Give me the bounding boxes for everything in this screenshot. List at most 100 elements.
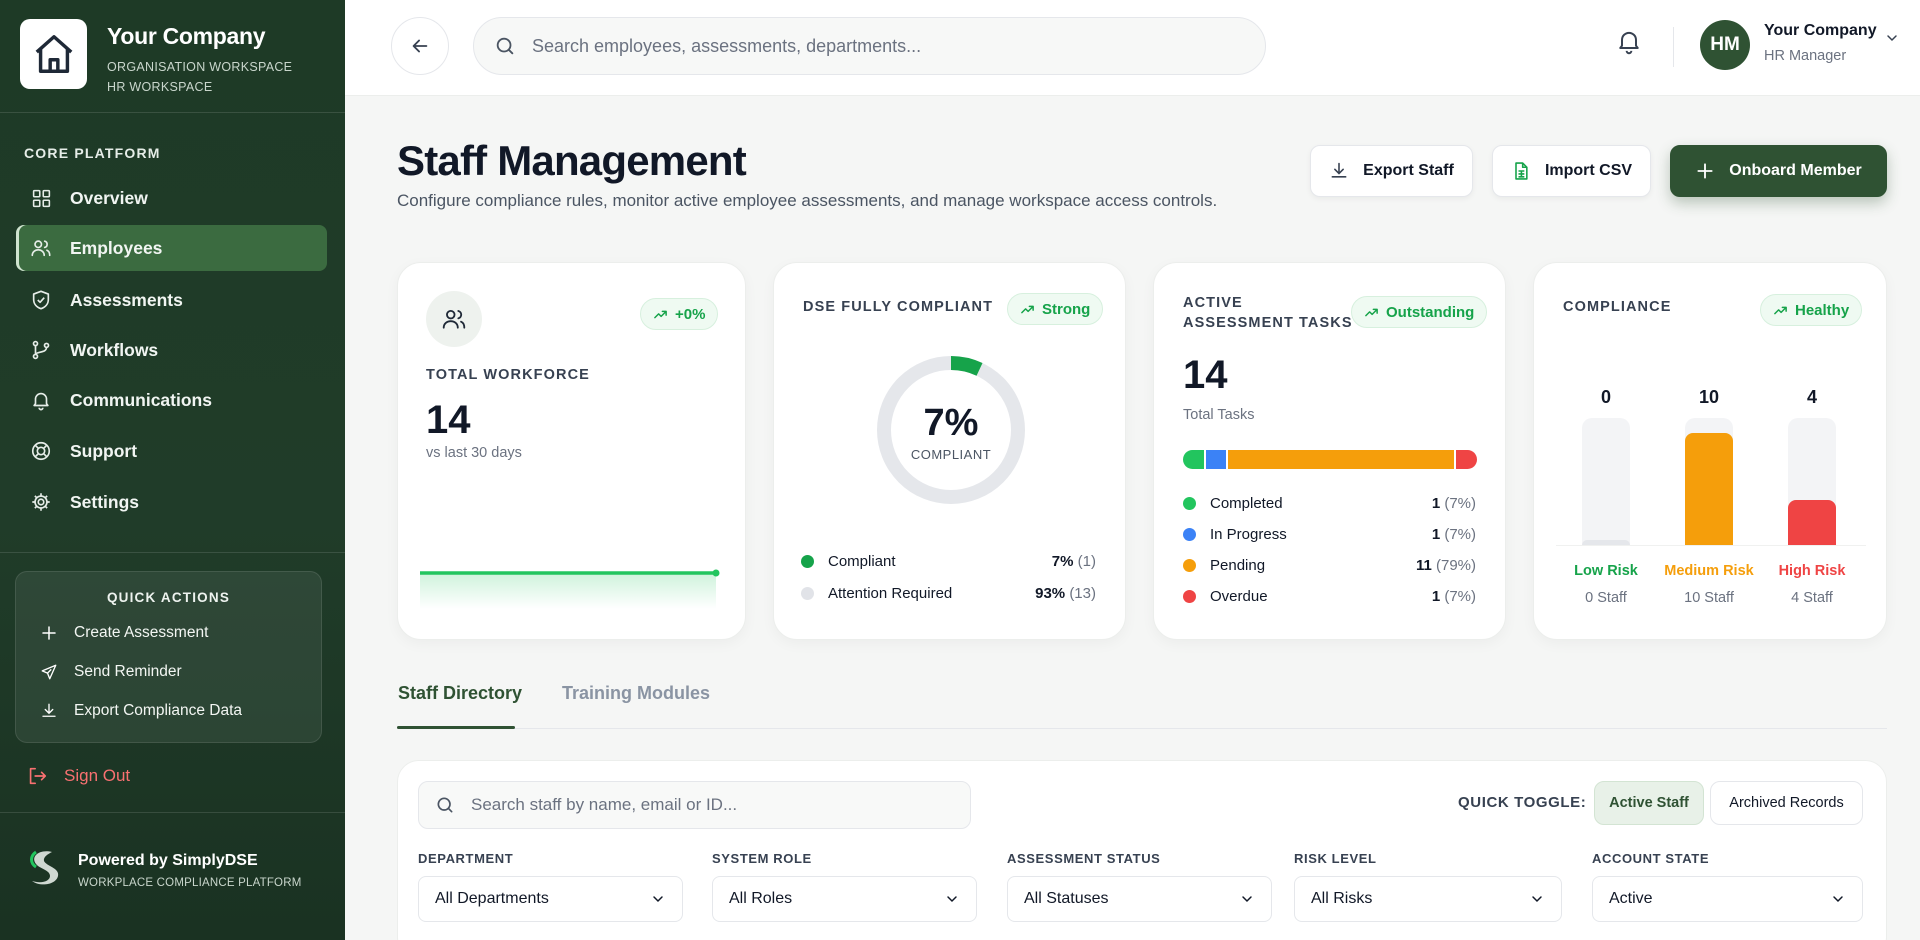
legend-dot [1183, 528, 1196, 541]
users-icon [30, 237, 52, 259]
grid-icon [30, 187, 52, 209]
legend-dot [801, 555, 814, 568]
dse-percent: 7% [923, 402, 979, 444]
compliance-label: COMPLIANCE [1563, 299, 1672, 315]
risk-staff-count: 0 Staff [1585, 590, 1627, 606]
department-select[interactable]: All Departments [418, 876, 683, 922]
sidebar-divider [0, 812, 345, 813]
risk-chart-baseline [1556, 545, 1866, 546]
system-role-select[interactable]: All Roles [712, 876, 977, 922]
lifebuoy-icon [30, 440, 52, 462]
export-compliance-action[interactable]: Export Compliance Data [16, 691, 321, 730]
legend-dot [1183, 559, 1196, 572]
sidebar-item-label: Support [70, 440, 138, 461]
spreadsheet-icon [1511, 161, 1531, 181]
chevron-down-icon [1239, 891, 1255, 907]
user-name[interactable]: Your Company [1764, 22, 1877, 39]
tasks-legend-completed: Completed [1183, 495, 1283, 512]
legend-count: (1) [1077, 553, 1096, 570]
risk-bar-value: 10 [1698, 387, 1720, 407]
legend-count: 1 [1431, 526, 1441, 543]
sidebar-item-employees[interactable]: Employees [16, 225, 327, 271]
tasks-stacked-bar [1183, 450, 1477, 469]
chevron-down-icon [650, 891, 666, 907]
task-bar-segment-completed [1183, 450, 1204, 469]
risk-bar-high-risk [1788, 500, 1836, 545]
risk-level-select[interactable]: All Risks [1294, 876, 1562, 922]
shield-check-icon [30, 289, 52, 311]
tasks-subtext: Total Tasks [1183, 407, 1255, 423]
sidebar-item-overview[interactable]: Overview [16, 175, 327, 221]
tasks-legend-completed-value: 1 (7%) [1432, 495, 1476, 512]
import-csv-label: Import CSV [1544, 162, 1633, 179]
tasks-status-badge: Outstanding [1351, 296, 1488, 328]
badge-text: Outstanding [1386, 303, 1475, 321]
archived-records-toggle[interactable]: Archived Records [1710, 781, 1863, 825]
sign-out-button[interactable]: Sign Out [26, 765, 130, 787]
create-assessment-action[interactable]: Create Assessment [16, 613, 321, 652]
powered-by-subtitle: WORKPLACE COMPLIANCE PLATFORM [78, 877, 302, 889]
sidebar-item-workflows[interactable]: Workflows [16, 327, 327, 373]
global-search[interactable] [473, 17, 1266, 75]
tab-training-modules[interactable]: Training Modules [562, 683, 711, 703]
sidebar-item-label: Overview [70, 187, 148, 208]
active-tab-indicator [397, 726, 515, 729]
sidebar-item-communications[interactable]: Communications [16, 377, 327, 423]
dse-center-label: COMPLIANT [910, 447, 992, 462]
badge-text: Healthy [1795, 301, 1850, 319]
brand[interactable]: Your Company ORGANISATION WORKSPACE HR W… [20, 19, 292, 97]
task-bar-segment-in-progress [1205, 450, 1227, 469]
tasks-legend-pending-value: 11 (79%) [1416, 557, 1476, 574]
workforce-value: 14 [426, 398, 471, 442]
export-staff-button[interactable]: Export Staff [1310, 145, 1473, 197]
task-bar-segment-pending [1228, 450, 1455, 469]
notifications-bell-icon[interactable] [1615, 27, 1643, 55]
legend-label: In Progress [1210, 526, 1287, 543]
select-value: All Statuses [1024, 890, 1109, 907]
legend-label: Overdue [1210, 588, 1268, 605]
select-value: Active [1609, 890, 1653, 907]
department-filter-label: DEPARTMENT [418, 851, 514, 866]
avatar[interactable]: HM [1700, 20, 1750, 70]
sidebar-section-title: CORE PLATFORM [24, 145, 161, 161]
dse-label: DSE FULLY COMPLIANT [803, 299, 994, 315]
sidebar-divider [0, 112, 345, 113]
legend-label: Completed [1210, 495, 1283, 512]
risk-bar-medium-risk [1685, 433, 1733, 545]
assessment-tasks-card: ACTIVE ASSESSMENT TASKS Outstanding 14 T… [1153, 262, 1506, 640]
risk-bar-track [1582, 418, 1630, 545]
send-reminder-action[interactable]: Send Reminder [16, 652, 321, 691]
trending-up-icon [1364, 305, 1379, 320]
staff-search[interactable] [418, 781, 971, 829]
legend-dot [801, 587, 814, 600]
back-button[interactable] [391, 17, 449, 75]
select-value: All Departments [435, 890, 549, 907]
sidebar-item-label: Communications [70, 389, 212, 410]
trending-up-icon [653, 307, 668, 322]
chevron-down-icon[interactable] [1884, 30, 1900, 46]
search-icon [435, 795, 455, 815]
sidebar-item-settings[interactable]: Settings [16, 479, 327, 525]
dse-compliant-arc [877, 356, 1025, 504]
tasks-legend-overdue-value: 1 (7%) [1432, 588, 1476, 605]
tab-staff-directory[interactable]: Staff Directory [398, 683, 523, 703]
global-search-input[interactable] [532, 35, 1232, 57]
onboard-member-button[interactable]: Onboard Member [1670, 145, 1887, 197]
dse-legend-attention: Attention Required [801, 585, 952, 602]
export-staff-label: Export Staff [1363, 162, 1454, 179]
gear-icon [30, 491, 52, 513]
dse-legend-compliant-value: 7% (1) [1052, 553, 1096, 570]
sidebar-item-support[interactable]: Support [16, 428, 327, 474]
top-bar: HM Your Company HR Manager [345, 0, 1920, 96]
account-state-select[interactable]: Active [1592, 876, 1863, 922]
compliance-status-badge: Healthy [1760, 294, 1863, 326]
sidebar-item-assessments[interactable]: Assessments [16, 277, 327, 323]
legend-pct: (7%) [1444, 495, 1476, 512]
assessment-status-filter-label: ASSESSMENT STATUS [1007, 851, 1161, 866]
staff-search-input[interactable] [471, 795, 941, 815]
import-csv-button[interactable]: Import CSV [1492, 145, 1651, 197]
assessment-status-select[interactable]: All Statuses [1007, 876, 1272, 922]
workforce-sparkline [420, 569, 720, 609]
active-staff-toggle[interactable]: Active Staff [1594, 781, 1704, 825]
risk-staff-count: 10 Staff [1684, 590, 1734, 606]
